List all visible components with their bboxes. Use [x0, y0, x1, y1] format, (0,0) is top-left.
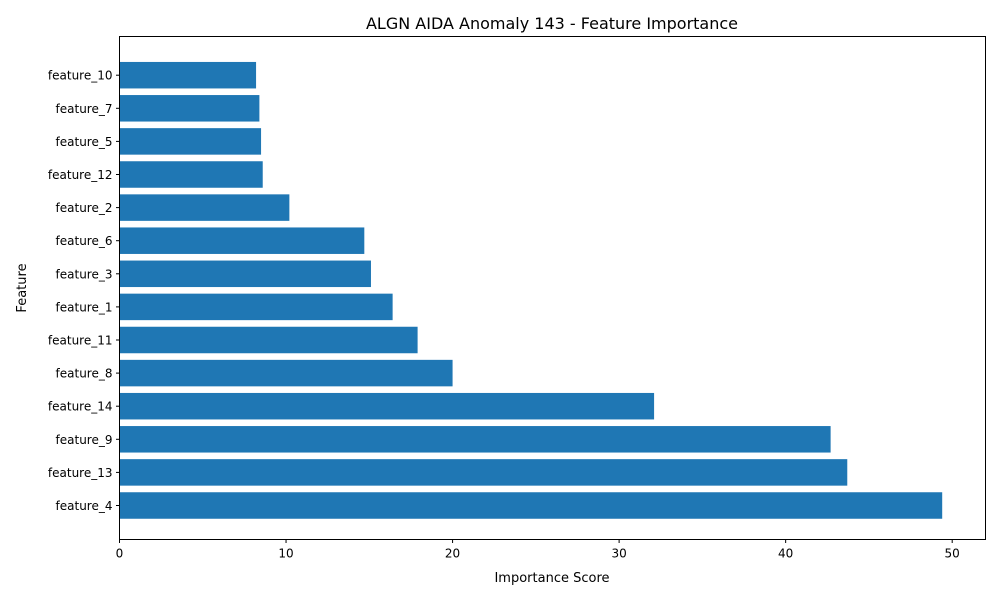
bar-feature-9: [119, 426, 831, 453]
x-axis-label: Importance Score: [494, 571, 609, 586]
x-tick-label: 0: [116, 547, 124, 561]
bar-feature-12: [119, 161, 263, 188]
y-tick-label: feature_7: [56, 102, 113, 116]
bars-group: [119, 61, 943, 519]
y-tick-label: feature_5: [56, 135, 113, 149]
bar-feature-14: [119, 392, 655, 420]
y-tick-label: feature_9: [56, 433, 113, 447]
y-tick-label: feature_10: [48, 69, 113, 83]
y-tick-label: feature_1: [56, 300, 113, 314]
bar-feature-1: [119, 293, 393, 321]
y-tick-label: feature_8: [56, 367, 113, 381]
bar-feature-11: [119, 326, 418, 354]
bar-feature-5: [119, 128, 262, 155]
bar-feature-6: [119, 227, 365, 254]
y-tick-label: feature_12: [48, 168, 113, 182]
x-tick-label: 20: [445, 547, 460, 561]
y-tick-label: feature_3: [56, 267, 113, 281]
bar-feature-13: [119, 459, 848, 486]
y-axis-ticks: feature_4 feature_13 feature_9 feature_14 fe…: [48, 69, 120, 513]
bar-feature-3: [119, 260, 371, 288]
y-axis-label: Feature: [15, 263, 30, 312]
plot-frame: [119, 36, 986, 540]
x-axis-ticks: 0 10 20 30 40 50: [116, 539, 960, 561]
y-tick-label: feature_14: [48, 400, 113, 414]
x-tick-label: 30: [611, 547, 626, 561]
bar-feature-2: [119, 194, 290, 221]
chart-title: ALGN AIDA Anomaly 143 - Feature Importan…: [366, 14, 738, 33]
x-tick-label: 10: [278, 547, 293, 561]
y-tick-label: feature_4: [56, 499, 113, 513]
y-tick-label: feature_2: [56, 201, 113, 215]
bar-feature-7: [119, 95, 260, 122]
y-tick-label: feature_13: [48, 466, 113, 480]
y-tick-label: feature_11: [48, 334, 113, 348]
bar-feature-4: [119, 492, 943, 519]
y-tick-label: feature_6: [56, 234, 113, 248]
x-tick-label: 40: [778, 547, 793, 561]
x-tick-label: 50: [945, 547, 960, 561]
bar-feature-10: [119, 61, 257, 89]
bar-feature-8: [119, 359, 453, 387]
